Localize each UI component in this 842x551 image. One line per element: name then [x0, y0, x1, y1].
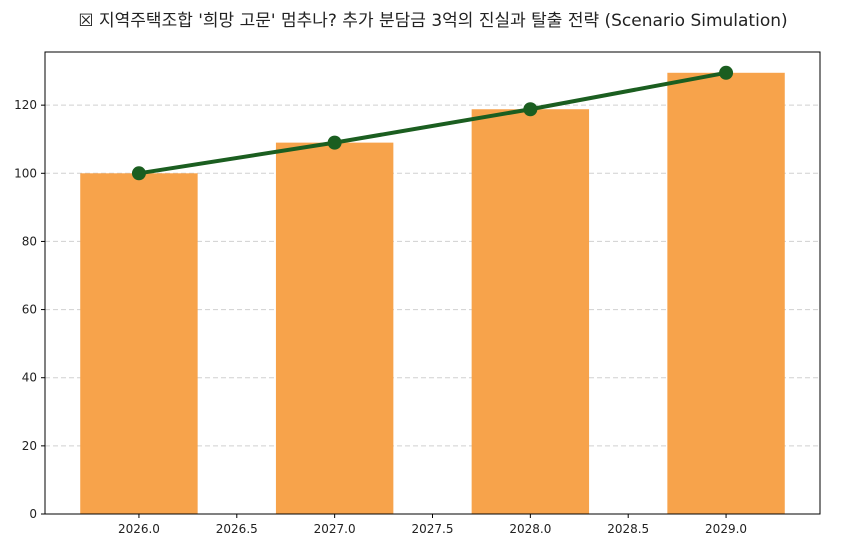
line-point	[719, 65, 734, 80]
line-series	[131, 65, 734, 181]
y-tick-label: 20	[22, 439, 37, 453]
bar	[667, 72, 785, 514]
line-point	[327, 135, 342, 150]
line-point	[523, 102, 538, 117]
y-tick-label: 40	[22, 371, 37, 385]
x-tick-label: 2027.5	[412, 522, 454, 536]
bar	[471, 109, 590, 514]
bars	[80, 72, 785, 515]
x-axis: 2026.0 2026.5 2027.0 2027.5 2028.0 2028.5 2029…	[118, 514, 747, 536]
bar	[80, 173, 198, 514]
x-tick-label: 2026.5	[216, 522, 258, 536]
y-tick-label: 100	[14, 166, 37, 180]
x-tick-label: 2028.5	[607, 522, 649, 536]
chart-title: ☒ 지역주택조합 '희망 고문' 멈추나? 추가 분담금 3억의 진실과 탈출 …	[78, 11, 787, 31]
x-tick-label: 2027.0	[314, 522, 356, 536]
y-axis: 0 20 40 60 80 100 120	[14, 98, 45, 521]
line-point	[131, 166, 146, 181]
y-tick-label: 0	[29, 507, 37, 521]
y-tick-label: 60	[22, 303, 37, 317]
y-tick-label: 120	[14, 98, 37, 112]
y-tick-label: 80	[22, 234, 37, 248]
x-tick-label: 2026.0	[118, 522, 160, 536]
x-tick-label: 2029.0	[705, 522, 747, 536]
line-path	[138, 70, 727, 176]
x-tick-label: 2028.0	[509, 522, 551, 536]
bar	[275, 142, 394, 515]
